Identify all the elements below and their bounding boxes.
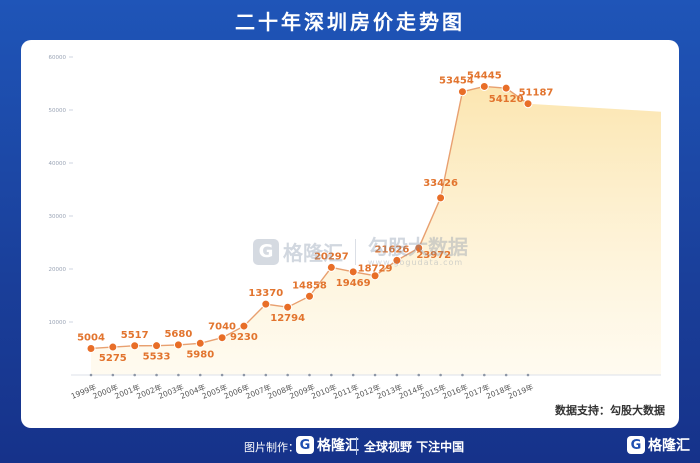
x-tick-dot bbox=[220, 373, 224, 377]
data-point bbox=[436, 193, 446, 203]
data-label: 5980 bbox=[186, 349, 214, 360]
data-point bbox=[261, 299, 271, 309]
data-source: 数据支持：勾股大数据 bbox=[555, 404, 665, 417]
brand-logo-icon: G bbox=[296, 436, 314, 454]
corner-brand-name: 格隆汇 bbox=[648, 438, 690, 454]
data-point bbox=[523, 99, 533, 109]
data-label: 51187 bbox=[519, 88, 554, 99]
data-point bbox=[239, 321, 249, 331]
data-label: 54445 bbox=[467, 70, 502, 81]
data-label: 54120 bbox=[489, 94, 524, 105]
data-label: 9230 bbox=[230, 332, 258, 343]
x-tick-dot bbox=[155, 373, 158, 377]
y-tick-label: 10000 bbox=[49, 320, 67, 326]
chart-title: 二十年深圳房价走势图 bbox=[235, 10, 465, 34]
x-tick-dot bbox=[351, 373, 355, 377]
data-label: 20297 bbox=[314, 251, 349, 262]
chart-panel: 10000 20000 30000 40000 50000 60000 1999年 2000年… bbox=[21, 40, 679, 428]
watermark: G 格隆汇 勾股大数据 www.gogudata.com bbox=[253, 236, 468, 267]
x-tick-dot bbox=[439, 373, 442, 377]
data-label: 23972 bbox=[416, 250, 451, 261]
data-point bbox=[370, 271, 380, 281]
x-tick-dot bbox=[242, 373, 246, 377]
x-tick-dot bbox=[483, 373, 486, 377]
data-label: 33426 bbox=[423, 178, 458, 189]
footer-divider bbox=[356, 437, 357, 455]
y-tick-label: 60000 bbox=[49, 55, 67, 61]
y-tick-label: 40000 bbox=[49, 161, 67, 167]
data-label: 13370 bbox=[248, 288, 283, 299]
data-point bbox=[130, 341, 140, 351]
footer-brand: G 格隆汇 bbox=[296, 435, 359, 455]
data-point bbox=[457, 87, 467, 97]
x-tick-dot bbox=[264, 373, 268, 377]
x-tick-dot bbox=[330, 373, 333, 377]
data-point bbox=[348, 267, 358, 277]
x-tick-dot bbox=[526, 373, 530, 377]
data-label: 5533 bbox=[143, 352, 171, 363]
x-tick-dot bbox=[395, 373, 399, 377]
data-point bbox=[326, 262, 336, 272]
footer: 图片制作： G 格隆汇 全球视野 下注中国 G 格隆汇 bbox=[0, 428, 700, 463]
data-point bbox=[152, 341, 162, 351]
watermark-site-name: 勾股大数据 bbox=[368, 235, 468, 259]
y-tick-label: 50000 bbox=[49, 108, 67, 114]
area-fill bbox=[91, 86, 661, 375]
data-label: 7040 bbox=[208, 322, 236, 333]
data-label: 21626 bbox=[375, 244, 410, 255]
x-tick-dot bbox=[373, 373, 377, 377]
data-point bbox=[305, 291, 314, 301]
data-point bbox=[195, 338, 205, 348]
data-label: 5517 bbox=[121, 330, 149, 341]
data-label: 5275 bbox=[99, 353, 127, 364]
y-tick-label: 20000 bbox=[49, 267, 67, 273]
data-point bbox=[392, 255, 402, 265]
x-tick-dot bbox=[504, 373, 508, 377]
watermark-brand: 格隆汇 bbox=[283, 241, 343, 265]
x-tick-dot bbox=[177, 373, 180, 377]
x-tick-dot bbox=[198, 373, 202, 377]
data-point bbox=[217, 333, 227, 343]
corner-logo-icon: G bbox=[627, 436, 645, 454]
data-label: 53454 bbox=[439, 76, 474, 87]
footer-brand-name: 格隆汇 bbox=[317, 438, 359, 454]
data-label: 5004 bbox=[77, 332, 105, 343]
data-point bbox=[501, 83, 511, 93]
data-label: 19469 bbox=[336, 278, 371, 289]
corner-logo: G 格隆汇 bbox=[627, 435, 690, 455]
watermark-divider bbox=[355, 238, 356, 265]
data-point bbox=[173, 340, 183, 350]
data-point bbox=[86, 343, 96, 353]
data-point bbox=[414, 243, 424, 253]
data-point bbox=[108, 342, 118, 352]
x-tick-dot bbox=[111, 373, 115, 377]
x-tick-dot bbox=[308, 373, 311, 377]
x-tick-dot bbox=[417, 373, 421, 377]
data-point bbox=[479, 81, 489, 91]
line-chart: 1000020000300004000050000600001999年2000年… bbox=[49, 55, 661, 401]
data-label: 5680 bbox=[164, 329, 192, 340]
credit-label: 图片制作： bbox=[244, 441, 299, 454]
y-tick-label: 30000 bbox=[49, 214, 67, 220]
watermark-logo-icon: G bbox=[253, 238, 279, 265]
data-point bbox=[283, 302, 293, 312]
data-label: 18729 bbox=[358, 264, 393, 275]
x-tick-dot bbox=[286, 373, 289, 377]
data-label: 14858 bbox=[292, 280, 327, 291]
watermark-site-url: www.gogudata.com bbox=[368, 258, 464, 267]
x-tick-dot bbox=[133, 373, 136, 377]
data-label: 12794 bbox=[270, 313, 305, 324]
x-tick-label: 2019年 bbox=[506, 381, 535, 400]
footer-slogan: 全球视野 下注中国 bbox=[364, 440, 465, 454]
x-tick-dot bbox=[89, 373, 93, 377]
x-tick-dot bbox=[461, 373, 464, 377]
